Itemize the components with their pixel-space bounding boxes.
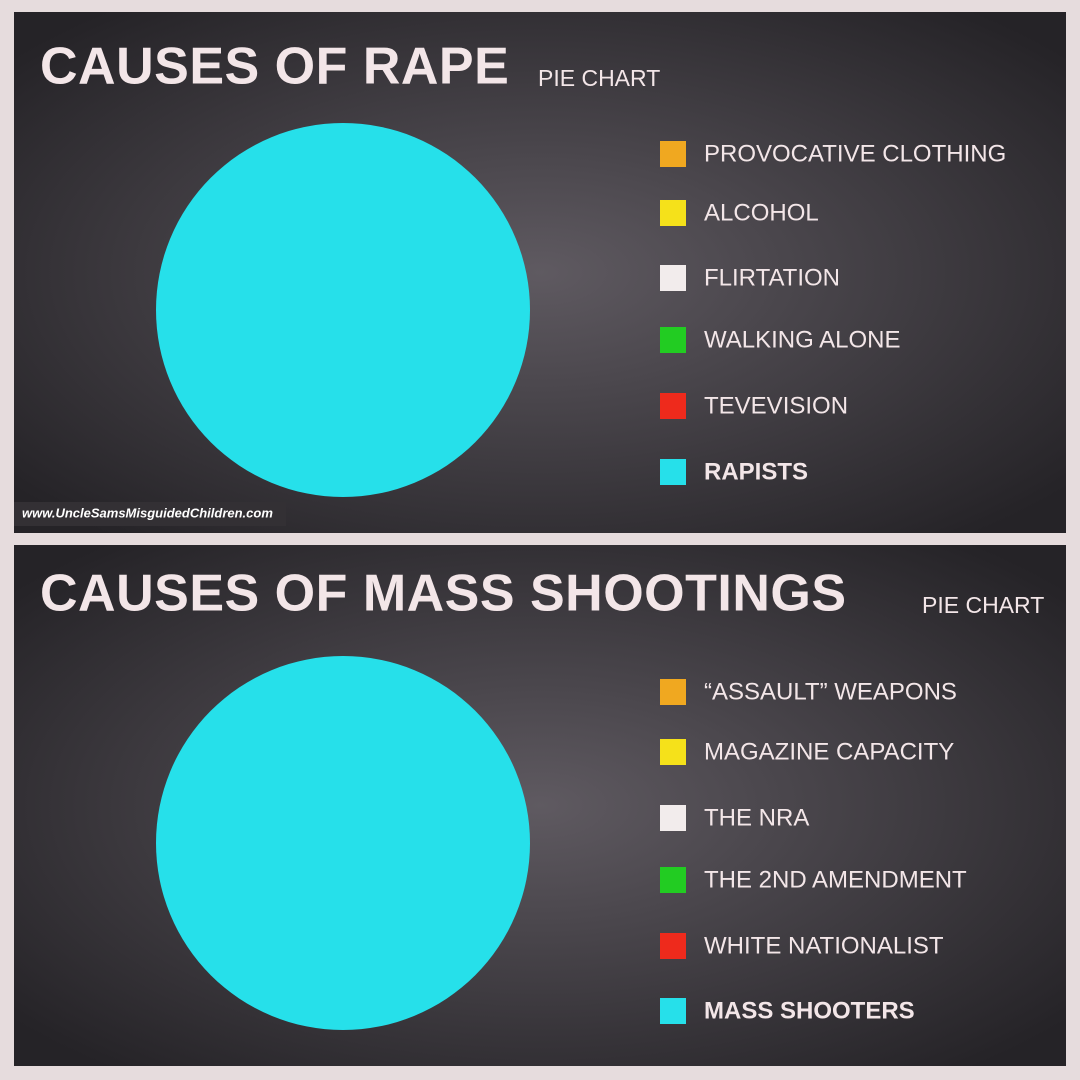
legend-swatch — [660, 867, 686, 893]
legend-swatch — [660, 393, 686, 419]
legend-label: WALKING ALONE — [704, 326, 901, 353]
legend-swatch — [660, 739, 686, 765]
legend-label: PROVOCATIVE CLOTHING — [704, 140, 1006, 167]
chart-title: CAUSES OF MASS SHOOTINGS — [40, 565, 847, 623]
legend-swatch — [660, 998, 686, 1024]
legend-label: MAGAZINE CAPACITY — [704, 738, 954, 765]
legend-swatch — [660, 805, 686, 831]
watermark: www.UncleSamsMisguidedChildren.com — [22, 505, 273, 520]
chart-subtitle: PIE CHART — [538, 65, 660, 91]
legend-label: WHITE NATIONALIST — [704, 932, 944, 959]
legend-swatch — [660, 265, 686, 291]
watermark-bg — [14, 502, 286, 526]
legend-label: FLIRTATION — [704, 264, 840, 291]
legend-label: MASS SHOOTERS — [704, 997, 915, 1024]
legend-swatch — [660, 327, 686, 353]
legend-label: THE 2ND AMENDMENT — [704, 866, 967, 893]
chart-subtitle: PIE CHART — [922, 592, 1044, 618]
legend-swatch — [660, 679, 686, 705]
legend-swatch — [660, 200, 686, 226]
pie-slice — [156, 123, 530, 497]
legend-label: RAPISTS — [704, 458, 808, 485]
legend-label: “ASSAULT” WEAPONS — [704, 678, 957, 705]
chart-title: CAUSES OF RAPE — [40, 38, 509, 96]
legend-swatch — [660, 141, 686, 167]
legend-label: TEVEVISION — [704, 392, 848, 419]
legend-label: THE NRA — [704, 804, 809, 831]
legend-swatch — [660, 459, 686, 485]
pie-slice — [156, 656, 530, 1030]
legend-label: ALCOHOL — [704, 199, 819, 226]
legend-swatch — [660, 933, 686, 959]
